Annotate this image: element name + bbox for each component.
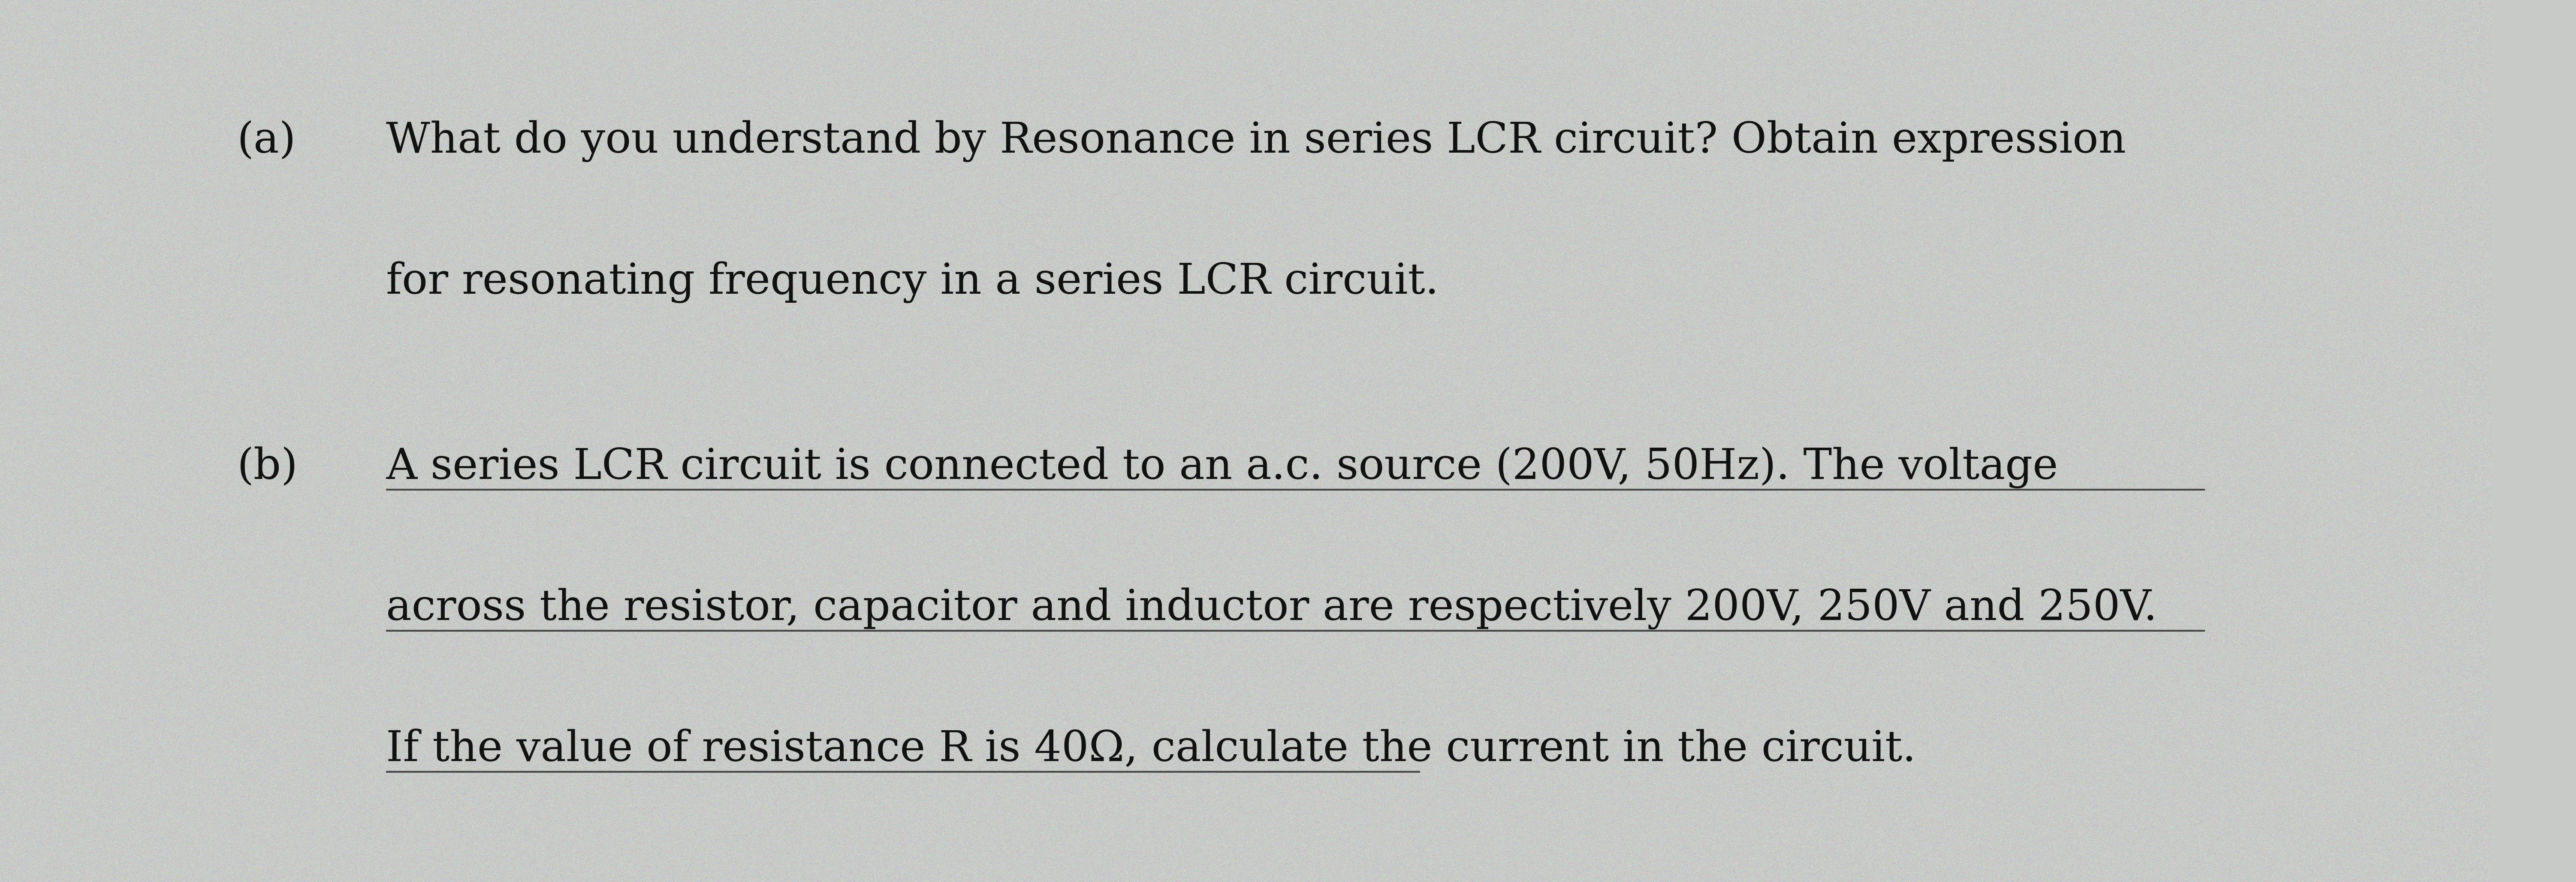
Text: If the value of resistance R is 40Ω, calculate the current in the circuit.: If the value of resistance R is 40Ω, cal…: [386, 729, 1917, 770]
Text: across the resistor, capacitor and inductor are respectively 200V, 250V and 250V: across the resistor, capacitor and induc…: [386, 587, 2159, 630]
Text: (b): (b): [237, 447, 299, 488]
Text: A series LCR circuit is connected to an a.c. source (200V, 50Hz). The voltage: A series LCR circuit is connected to an …: [386, 446, 2058, 489]
Text: for resonating frequency in a series LCR circuit.: for resonating frequency in a series LCR…: [386, 261, 1440, 303]
Text: What do you understand by Resonance in series LCR circuit? Obtain expression: What do you understand by Resonance in s…: [386, 120, 2125, 162]
Text: (a): (a): [237, 121, 296, 161]
